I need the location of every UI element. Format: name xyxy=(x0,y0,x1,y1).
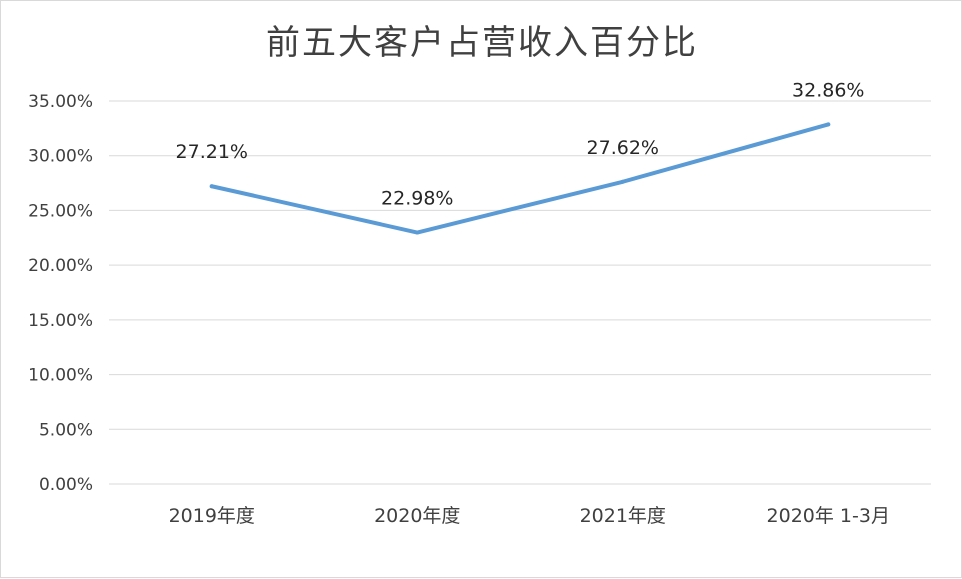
y-tick-label: 20.00% xyxy=(28,256,93,276)
data-point xyxy=(209,184,214,189)
y-tick-label: 15.00% xyxy=(28,311,93,331)
x-tick-label: 2021年度 xyxy=(580,505,666,527)
y-tick-label: 30.00% xyxy=(28,147,93,167)
data-label: 27.62% xyxy=(587,137,659,159)
series-group xyxy=(209,122,831,235)
data-label: 27.21% xyxy=(176,141,248,163)
y-tick-label: 25.00% xyxy=(28,201,93,221)
data-point xyxy=(826,122,831,127)
series-line xyxy=(209,122,831,235)
x-tick-label: 2020年 1-3月 xyxy=(767,505,890,527)
x-tick-label: 2019年度 xyxy=(169,505,255,527)
data-labels: 27.21% 22.98% 27.62% 32.86% xyxy=(176,79,865,209)
data-label: 22.98% xyxy=(381,188,453,210)
y-tick-label: 35.00% xyxy=(28,92,93,112)
data-point xyxy=(620,179,625,184)
x-tick-label: 2020年度 xyxy=(374,505,460,527)
y-tick-label: 0.00% xyxy=(39,475,93,495)
data-point xyxy=(415,230,420,235)
gridlines xyxy=(109,100,931,485)
chart-title: 前五大客户占营收入百分比 xyxy=(266,23,698,63)
y-axis-ticks: 0.00% 5.00% 10.00% 15.00% 20.00% 25.00% 30.00%… xyxy=(28,92,93,495)
y-tick-label: 5.00% xyxy=(39,420,93,440)
x-axis-ticks: 2019年度 2020年度 2021年度 2020年 1-3月 xyxy=(169,505,890,527)
y-tick-label: 10.00% xyxy=(28,366,93,386)
data-label: 32.86% xyxy=(792,79,864,101)
